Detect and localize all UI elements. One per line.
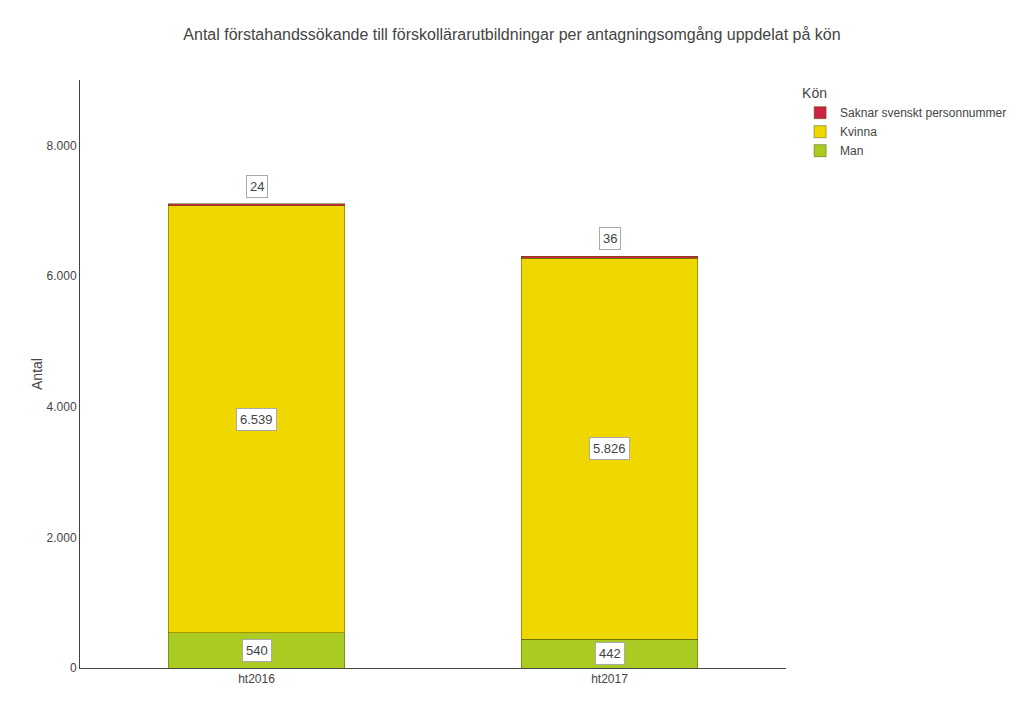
svg-text:Kön: Kön — [802, 85, 827, 101]
svg-text:540: 540 — [246, 643, 268, 658]
svg-text:6.000: 6.000 — [47, 269, 77, 283]
svg-text:0: 0 — [70, 661, 77, 675]
svg-text:Antal förstahandssökande till: Antal förstahandssökande till förskollär… — [183, 26, 840, 43]
svg-text:24: 24 — [250, 179, 264, 194]
svg-text:ht2016: ht2016 — [238, 672, 275, 686]
svg-text:6.539: 6.539 — [240, 412, 273, 427]
svg-text:5.826: 5.826 — [593, 441, 626, 456]
svg-text:Kvinna: Kvinna — [840, 125, 877, 139]
svg-text:Antal: Antal — [29, 358, 45, 390]
svg-text:ht2017: ht2017 — [591, 672, 628, 686]
svg-text:Saknar svenskt personnummer: Saknar svenskt personnummer — [840, 106, 1006, 120]
svg-text:2.000: 2.000 — [47, 531, 77, 545]
svg-text:4.000: 4.000 — [47, 400, 77, 414]
svg-text:442: 442 — [599, 646, 621, 661]
svg-text:8.000: 8.000 — [47, 139, 77, 153]
svg-text:36: 36 — [603, 231, 617, 246]
svg-text:Man: Man — [840, 144, 863, 158]
